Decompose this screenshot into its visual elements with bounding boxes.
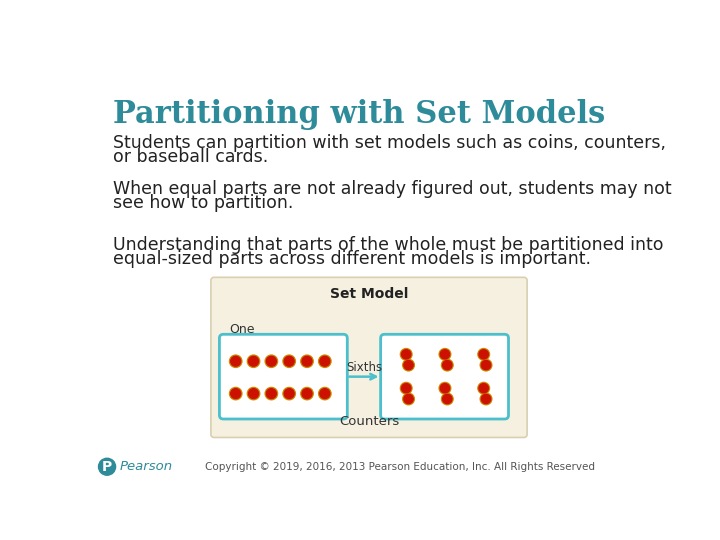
Circle shape: [404, 394, 413, 403]
FancyBboxPatch shape: [220, 334, 347, 419]
Circle shape: [439, 348, 451, 360]
Circle shape: [441, 393, 453, 405]
Circle shape: [284, 356, 294, 366]
Circle shape: [265, 355, 277, 367]
Circle shape: [99, 458, 116, 475]
Circle shape: [284, 389, 294, 399]
Circle shape: [319, 387, 331, 400]
Circle shape: [402, 393, 414, 405]
Circle shape: [248, 387, 260, 400]
Text: see how to partition.: see how to partition.: [113, 194, 294, 212]
Circle shape: [443, 394, 452, 403]
Circle shape: [402, 359, 414, 371]
Circle shape: [441, 383, 449, 393]
Circle shape: [482, 361, 490, 370]
Circle shape: [402, 383, 411, 393]
Circle shape: [402, 350, 411, 359]
Circle shape: [478, 382, 490, 394]
Text: Partitioning with Set Models: Partitioning with Set Models: [113, 99, 606, 131]
Circle shape: [400, 348, 412, 360]
Circle shape: [248, 356, 258, 366]
Text: When equal parts are not already figured out, students may not: When equal parts are not already figured…: [113, 180, 672, 198]
Circle shape: [478, 348, 490, 360]
Circle shape: [230, 389, 240, 399]
Circle shape: [302, 389, 312, 399]
Text: Pearson: Pearson: [120, 460, 173, 473]
Text: Sixths: Sixths: [346, 361, 382, 374]
Text: Counters: Counters: [339, 415, 399, 428]
Circle shape: [248, 355, 260, 367]
Circle shape: [439, 382, 451, 394]
Circle shape: [320, 389, 330, 399]
Circle shape: [441, 359, 453, 371]
Text: Students can partition with set models such as coins, counters,: Students can partition with set models s…: [113, 134, 666, 152]
Text: equal-sized parts across different models is important.: equal-sized parts across different model…: [113, 249, 591, 268]
Circle shape: [479, 383, 488, 393]
Circle shape: [480, 359, 492, 371]
Circle shape: [283, 355, 295, 367]
Circle shape: [479, 350, 488, 359]
Circle shape: [441, 350, 449, 359]
Circle shape: [230, 355, 242, 367]
Circle shape: [480, 393, 492, 405]
Circle shape: [302, 356, 312, 366]
Circle shape: [248, 389, 258, 399]
Circle shape: [443, 361, 452, 370]
Circle shape: [230, 387, 242, 400]
Circle shape: [301, 355, 313, 367]
Circle shape: [400, 382, 412, 394]
Circle shape: [404, 361, 413, 370]
Circle shape: [301, 387, 313, 400]
Text: or baseball cards.: or baseball cards.: [113, 148, 269, 166]
FancyBboxPatch shape: [381, 334, 508, 419]
Circle shape: [320, 356, 330, 366]
Text: Copyright © 2019, 2016, 2013 Pearson Education, Inc. All Rights Reserved: Copyright © 2019, 2016, 2013 Pearson Edu…: [205, 462, 595, 472]
Circle shape: [266, 389, 276, 399]
Circle shape: [230, 356, 240, 366]
Circle shape: [482, 394, 490, 403]
Circle shape: [265, 387, 277, 400]
Circle shape: [319, 355, 331, 367]
Text: Set Model: Set Model: [330, 287, 408, 301]
Circle shape: [283, 387, 295, 400]
Text: One: One: [230, 323, 255, 336]
Text: Understanding that parts of the whole must be partitioned into: Understanding that parts of the whole mu…: [113, 236, 664, 254]
Circle shape: [266, 356, 276, 366]
FancyBboxPatch shape: [211, 278, 527, 437]
Text: P: P: [102, 460, 112, 474]
